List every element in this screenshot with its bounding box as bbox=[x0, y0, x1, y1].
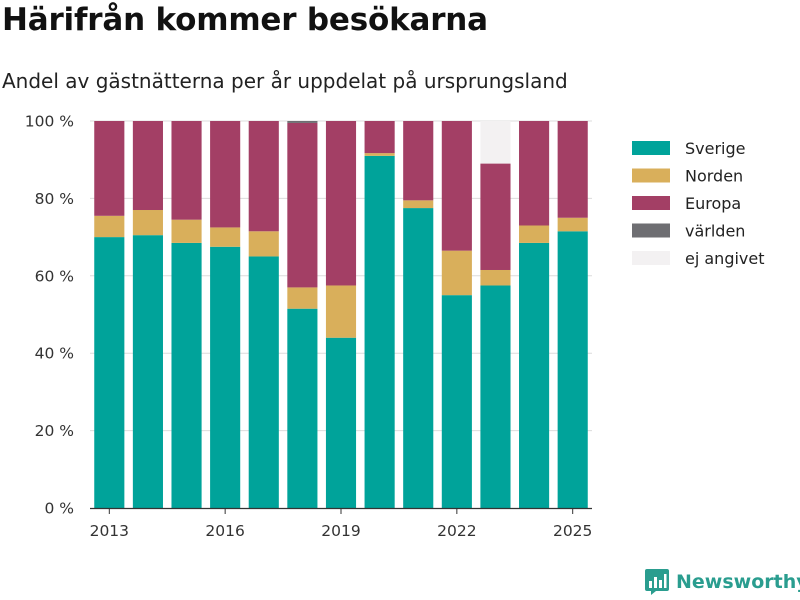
y-tick-label: 20 % bbox=[35, 422, 74, 440]
bar-segment-Norden-2022 bbox=[441, 250, 472, 296]
bar-segment-Sverige-2016 bbox=[210, 246, 241, 508]
legend: Sverige Norden Europa världen ej angivet bbox=[632, 139, 765, 268]
legend-swatch-Sverige bbox=[632, 141, 670, 155]
bar-segment-Norden-2015 bbox=[171, 219, 202, 243]
bar-segment-Sverige-2015 bbox=[171, 242, 202, 508]
bar-segment-Norden-2023 bbox=[480, 269, 511, 286]
legend-label-Sverige: Sverige bbox=[685, 139, 746, 158]
bar-segment-Norden-2016 bbox=[210, 227, 241, 247]
bar-segment-Europa-2022 bbox=[441, 121, 472, 251]
bar-segment-Norden-2017 bbox=[248, 231, 279, 257]
bar-segment-Norden-2021 bbox=[403, 200, 434, 209]
bar-segment-Sverige-2020 bbox=[364, 155, 395, 508]
bar-segment-Norden-2014 bbox=[132, 210, 163, 236]
bar-segment-Sverige-2014 bbox=[132, 235, 163, 509]
y-tick-label: 0 % bbox=[44, 500, 74, 518]
bar-segment-Sverige-2025 bbox=[557, 231, 588, 509]
bar-segment-Norden-2025 bbox=[557, 217, 588, 232]
bar-segment-Norden-2018 bbox=[287, 287, 318, 309]
legend-swatch-världen bbox=[632, 223, 670, 238]
bar-segment-Europa-2018 bbox=[287, 122, 318, 288]
legend-label-världen: världen bbox=[685, 222, 745, 241]
bar-segment-Europa-2023 bbox=[480, 163, 511, 270]
bar-segment-Europa-2024 bbox=[519, 121, 550, 226]
bar-segment-Europa-2020 bbox=[364, 121, 395, 154]
bar-segment-Europa-2017 bbox=[248, 121, 279, 232]
bar-segment-Norden-2013 bbox=[94, 215, 125, 238]
legend-swatch-Europa bbox=[632, 196, 670, 210]
x-tick-label: 2022 bbox=[437, 522, 476, 540]
bar-segment-världen-2018 bbox=[287, 121, 318, 123]
newsworthy-logo-icon bbox=[645, 569, 669, 595]
bar-segment-Europa-2019 bbox=[325, 121, 357, 286]
bar-segment-Sverige-2017 bbox=[248, 256, 279, 508]
legend-swatch-Norden bbox=[632, 168, 670, 183]
x-tick-label: 2013 bbox=[90, 522, 129, 540]
bar-segment-Europa-2016 bbox=[210, 121, 241, 228]
brand-logo: Newsworthy bbox=[644, 568, 800, 596]
bar-segment-Sverige-2022 bbox=[441, 295, 472, 508]
bar-segment-Sverige-2021 bbox=[403, 208, 434, 508]
bar-segment-Norden-2019 bbox=[325, 285, 357, 338]
bars bbox=[94, 121, 588, 509]
y-tick-label: 100 % bbox=[25, 113, 74, 131]
legend-swatch-ej-angivet bbox=[632, 251, 670, 265]
bar-segment-Europa-2015 bbox=[171, 121, 202, 220]
x-tick-label: 2025 bbox=[553, 522, 592, 540]
bar-segment-Europa-2025 bbox=[557, 121, 588, 218]
bar-segment-Norden-2024 bbox=[519, 225, 550, 243]
bar-segment-Europa-2021 bbox=[403, 121, 434, 201]
bar-segment-Norden-2020 bbox=[364, 153, 395, 156]
bar-segment-Sverige-2013 bbox=[94, 237, 125, 508]
bar-segment-ej-angivet-2023 bbox=[480, 121, 511, 164]
bar-segment-Europa-2013 bbox=[94, 121, 125, 216]
y-tick-label: 40 % bbox=[35, 345, 74, 363]
x-tick-label: 2016 bbox=[205, 522, 244, 540]
legend-label-ej-angivet: ej angivet bbox=[685, 249, 765, 268]
bar-segment-Sverige-2024 bbox=[519, 242, 550, 508]
bar-segment-Sverige-2019 bbox=[325, 337, 357, 508]
bar-segment-Sverige-2023 bbox=[480, 285, 511, 508]
legend-label-Norden: Norden bbox=[685, 167, 743, 186]
axes: 0 % 20 % 40 % 60 % 80 % 100 % 2013 2016 2019 2022… bbox=[25, 113, 593, 541]
chart-subtitle: Andel av gästnätterna per år uppdelat på… bbox=[2, 69, 568, 93]
bar-segment-Sverige-2018 bbox=[287, 308, 318, 508]
y-tick-label: 80 % bbox=[35, 190, 74, 208]
chart-title: Härifrån kommer besökarna bbox=[2, 2, 488, 38]
y-tick-label: 60 % bbox=[35, 267, 74, 285]
brand-name: Newsworthy bbox=[676, 571, 800, 593]
bar-segment-Europa-2014 bbox=[132, 121, 163, 211]
x-tick-label: 2019 bbox=[321, 522, 360, 540]
legend-label-Europa: Europa bbox=[685, 194, 741, 213]
